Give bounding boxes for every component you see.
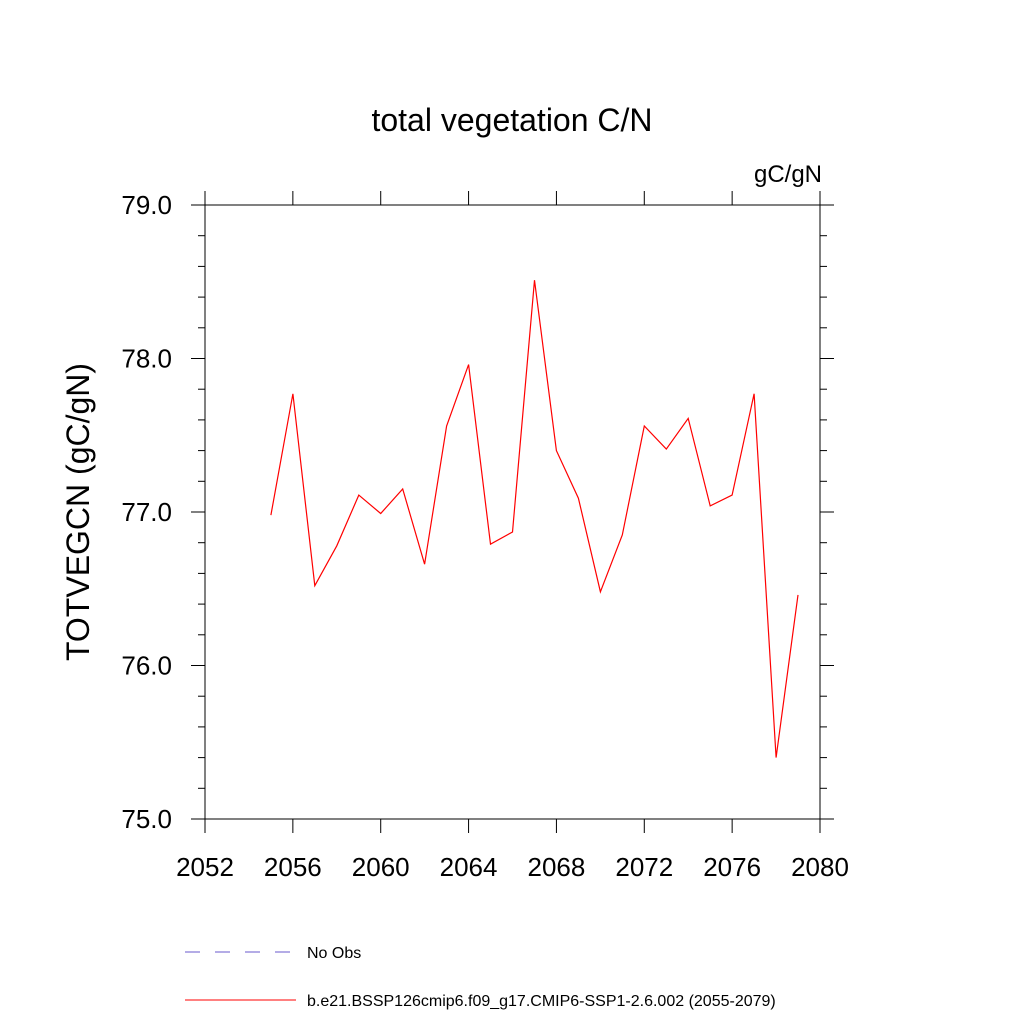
x-tick-label: 2060 — [352, 852, 410, 882]
x-tick-label: 2068 — [528, 852, 586, 882]
legend-label: b.e21.BSSP126cmip6.f09_g17.CMIP6-SSP1-2.… — [307, 993, 776, 1010]
x-tick-label: 2064 — [440, 852, 498, 882]
x-tick-label: 2052 — [176, 852, 234, 882]
y-axis-label: TOTVEGCN (gC/gN) — [60, 363, 96, 661]
x-tick-label: 2076 — [703, 852, 761, 882]
units-label: gC/gN — [754, 161, 822, 188]
legend: No Obs b.e21.BSSP126cmip6.f09_g17.CMIP6-S… — [185, 945, 776, 1010]
plot-frame — [204, 204, 821, 820]
data-series — [270, 280, 799, 758]
y-tick-label: 79.0 — [121, 190, 172, 220]
y-tick-label: 75.0 — [121, 804, 172, 834]
y-tick-label: 78.0 — [121, 344, 172, 374]
axis-ticks — [191, 191, 834, 833]
x-tick-label: 2072 — [615, 852, 673, 882]
axis-tick-labels: 2052 2056 2060 2064 2068 2072 2076 2080 75.0 76.0… — [121, 190, 849, 882]
x-tick-label: 2080 — [791, 852, 849, 882]
x-tick-label: 2056 — [264, 852, 322, 882]
legend-label: No Obs — [307, 945, 361, 962]
y-tick-label: 76.0 — [121, 651, 172, 681]
series-line — [270, 280, 799, 758]
y-tick-label: 77.0 — [121, 497, 172, 527]
chart-title: total vegetation C/N — [371, 102, 652, 138]
